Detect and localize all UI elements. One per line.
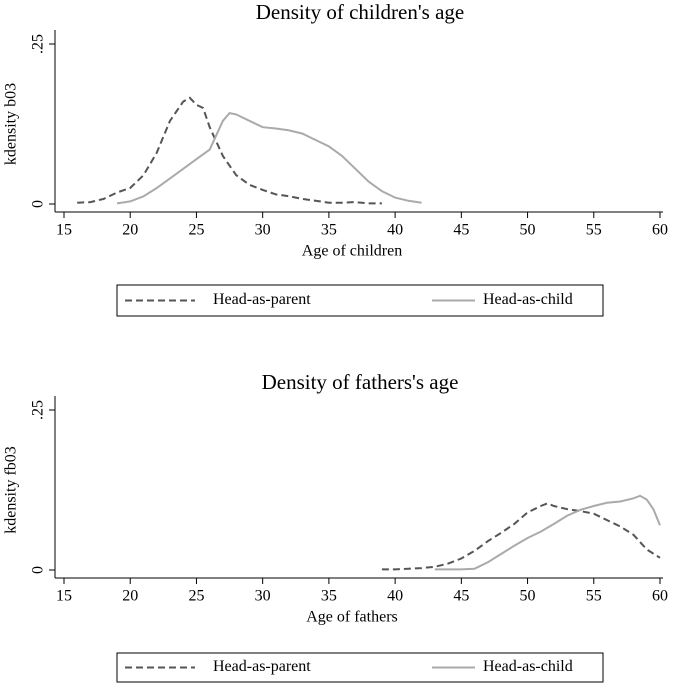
x-tick-label: 20 <box>122 222 138 239</box>
y-axis-label: kdensity fb03 <box>3 446 20 534</box>
y-axis-label: kdensity b03 <box>3 83 20 165</box>
chart-title: Density of fathers's age <box>262 370 459 394</box>
y-tick-label: 0 <box>30 200 47 208</box>
y-tick-label: .25 <box>30 34 47 54</box>
x-axis-label: Age of children <box>302 243 402 260</box>
x-tick-label: 55 <box>586 222 602 239</box>
x-tick-label: 60 <box>652 588 668 605</box>
x-tick-label: 20 <box>122 588 138 605</box>
x-tick-label: 30 <box>255 588 271 605</box>
x-tick-label: 25 <box>188 588 204 605</box>
density-line <box>116 112 422 205</box>
x-tick-label: 15 <box>56 222 72 239</box>
legend-label: Head-as-parent <box>213 291 311 308</box>
x-tick-label: 35 <box>321 588 337 605</box>
x-tick-label: 40 <box>387 222 403 239</box>
density-line <box>434 494 661 571</box>
x-tick-label: 50 <box>520 222 536 239</box>
x-tick-label: 50 <box>520 588 536 605</box>
x-tick-label: 45 <box>453 222 469 239</box>
legend-box <box>116 284 604 317</box>
x-tick-label: 35 <box>321 222 337 239</box>
chart-title: Density of children's age <box>256 0 464 24</box>
x-axis-label: Age of fathers <box>306 609 398 626</box>
y-tick-label: .25 <box>30 400 47 420</box>
x-tick-label: 40 <box>387 588 403 605</box>
density-line <box>381 502 661 571</box>
density-line <box>77 96 382 205</box>
legend-label: Head-as-parent <box>213 658 311 675</box>
y-tick-label: 0 <box>30 566 47 574</box>
x-tick-label: 55 <box>586 588 602 605</box>
legend-label: Head-as-child <box>483 658 573 675</box>
legend-box <box>116 652 604 683</box>
legend-label: Head-as-child <box>483 291 573 308</box>
x-tick-label: 45 <box>453 588 469 605</box>
x-tick-label: 25 <box>188 222 204 239</box>
x-tick-label: 60 <box>652 222 668 239</box>
x-tick-label: 30 <box>255 222 271 239</box>
x-tick-label: 15 <box>56 588 72 605</box>
